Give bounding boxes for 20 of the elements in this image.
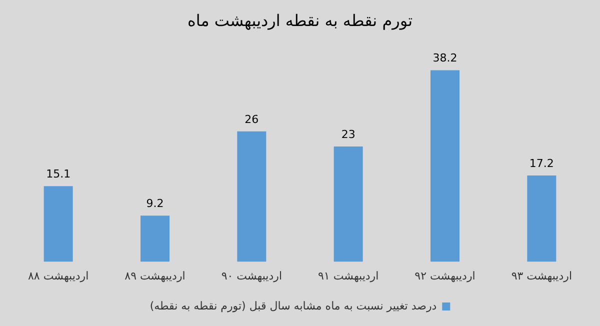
x-tick-label: اردیبهشت ۹۳ — [511, 269, 572, 282]
bar — [430, 70, 460, 262]
data-label: 9.2 — [146, 197, 164, 210]
data-label: 38.2 — [432, 52, 458, 65]
data-label: 15.1 — [46, 167, 71, 180]
bar — [140, 216, 170, 262]
chart-title: تورم نقطه به نقطه اردیبهشت ماه — [187, 10, 413, 30]
x-tick-label: اردیبهشت ۹۱ — [318, 269, 379, 282]
data-label: 23 — [341, 128, 356, 141]
x-tick-label: اردیبهشت ۸۸ — [28, 269, 89, 282]
x-tick-label: اردیبهشت ۸۹ — [124, 269, 186, 282]
data-label: 17.2 — [529, 156, 554, 170]
data-label: 26 — [244, 112, 259, 126]
legend-label: درصد تغییر نسبت به ماه مشابه سال قبل (تورم نقطه به نقطه) — [150, 299, 437, 312]
bar — [334, 146, 363, 262]
bar — [237, 131, 266, 262]
bar — [44, 186, 73, 262]
x-tick-label: اردیبهشت ۹۰ — [221, 269, 282, 282]
x-tick-label: اردیبهشت ۹۲ — [414, 269, 476, 282]
bar — [527, 176, 556, 262]
